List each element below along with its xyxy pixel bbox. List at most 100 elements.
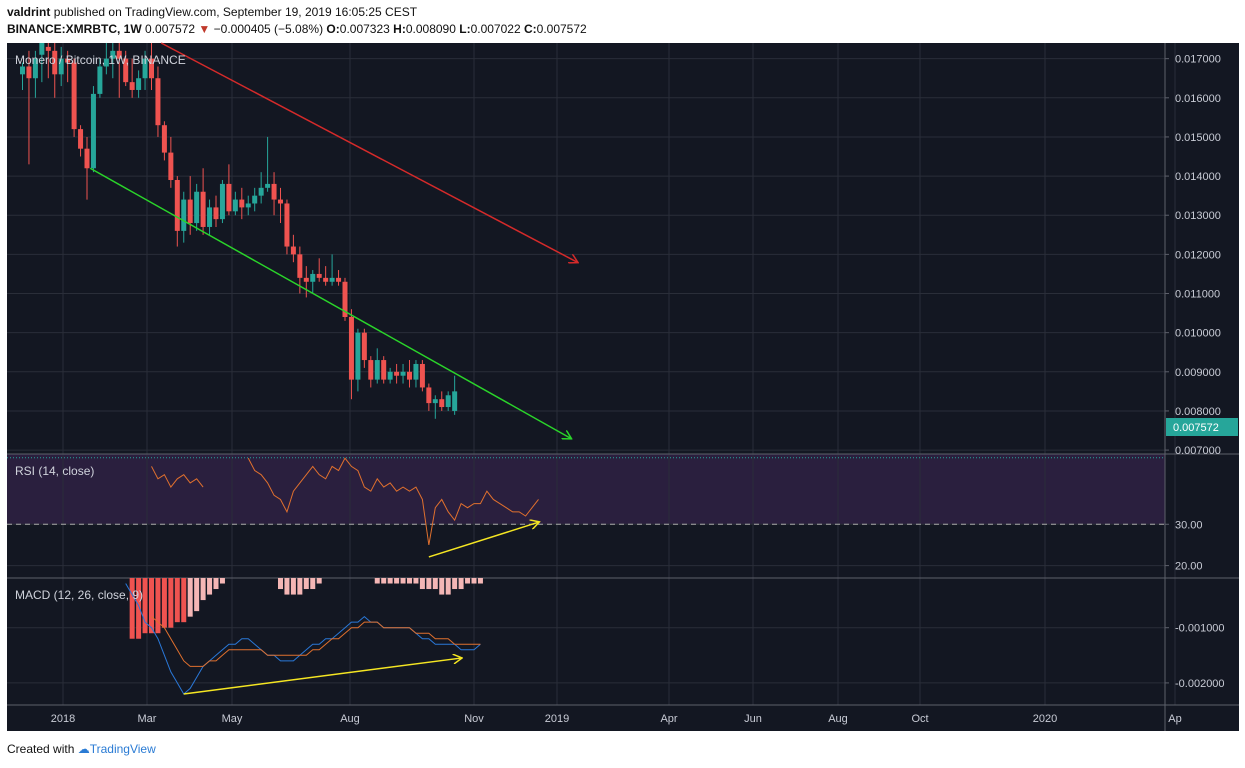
candle bbox=[207, 199, 213, 235]
macd-histogram-bar bbox=[168, 578, 174, 628]
candle bbox=[381, 356, 387, 384]
open-value: 0.007323 bbox=[339, 22, 390, 36]
candle bbox=[400, 363, 406, 384]
candle-body bbox=[207, 207, 213, 227]
candle-body bbox=[445, 395, 451, 408]
candle bbox=[26, 50, 32, 165]
low-value: 0.007022 bbox=[470, 22, 521, 36]
macd-divergence-line bbox=[183, 658, 461, 695]
macd-tick-label: -0.001000 bbox=[1175, 623, 1225, 635]
candle-body bbox=[26, 66, 32, 79]
last-value: 0.007572 bbox=[145, 22, 196, 36]
x-tick-label: 2020 bbox=[1033, 713, 1057, 725]
candles bbox=[20, 43, 458, 419]
macd-histogram-bar bbox=[181, 578, 187, 623]
candle-body bbox=[426, 387, 432, 404]
price-tick-label: 0.017000 bbox=[1175, 54, 1221, 66]
x-tick-label: Nov bbox=[464, 713, 484, 725]
candle bbox=[278, 187, 283, 224]
candle bbox=[149, 43, 154, 90]
macd-title: MACD (12, 26, close, 9) bbox=[15, 588, 143, 602]
candle bbox=[97, 58, 103, 98]
macd-histogram-bar bbox=[155, 578, 161, 634]
time-axis[interactable]: 2018 Mar May Aug Nov 2019 Apr Jun Aug Oct 2020 Ap bbox=[51, 713, 1182, 725]
main-title: Monero / Bitcoin, 1W, BINANCE bbox=[15, 53, 186, 67]
candle-body bbox=[419, 363, 425, 388]
x-tick-label: Aug bbox=[340, 713, 360, 725]
macd-histogram-bar bbox=[207, 578, 213, 595]
macd-histogram-bar bbox=[213, 578, 219, 590]
macd-histogram-bar bbox=[477, 578, 483, 584]
price-tick-label: 0.009000 bbox=[1175, 367, 1221, 379]
macd-histogram-bar bbox=[426, 578, 432, 590]
trend-lines bbox=[89, 42, 577, 438]
macd-histogram-bar bbox=[136, 578, 142, 639]
macd-histogram-bar bbox=[374, 578, 380, 584]
candle-body bbox=[219, 183, 225, 220]
macd-histogram-bar bbox=[394, 578, 400, 584]
candle-body bbox=[226, 183, 232, 212]
candle bbox=[258, 172, 264, 204]
macd-histogram-bar bbox=[129, 578, 135, 639]
price-axis[interactable]: 0.017000 0.016000 0.015000 0.014000 0.013000… bbox=[1165, 54, 1238, 690]
price-tick-label: 0.015000 bbox=[1175, 132, 1221, 144]
candle bbox=[323, 266, 329, 286]
candle-body bbox=[155, 78, 161, 126]
candle bbox=[445, 391, 451, 411]
candle-body bbox=[116, 50, 122, 59]
candle bbox=[136, 70, 142, 98]
candle-body bbox=[142, 58, 148, 79]
candle-body bbox=[232, 199, 238, 212]
candle bbox=[419, 360, 425, 392]
candle-body bbox=[45, 46, 51, 51]
author[interactable]: valdrint bbox=[7, 5, 51, 19]
candle-body bbox=[439, 399, 445, 408]
candle-body bbox=[348, 317, 354, 380]
change-value: −0.000405 (−5.08%) bbox=[213, 22, 324, 36]
macd-histogram-bar bbox=[445, 578, 451, 595]
candle bbox=[84, 136, 90, 200]
last-price-label: 0.007572 bbox=[1173, 422, 1219, 434]
candle bbox=[413, 360, 419, 388]
candle-body bbox=[200, 191, 206, 227]
candle-body bbox=[432, 399, 438, 404]
x-tick-label: Oct bbox=[911, 713, 928, 725]
down-arrow-icon: ▼ bbox=[198, 22, 211, 36]
candle bbox=[52, 43, 58, 98]
rsi-divergence-line bbox=[428, 522, 539, 558]
candle-body bbox=[355, 332, 361, 380]
candle bbox=[407, 360, 412, 388]
candle bbox=[226, 164, 232, 216]
price-tick-label: 0.011000 bbox=[1175, 289, 1220, 301]
candle-body bbox=[78, 129, 84, 149]
candle bbox=[168, 136, 174, 188]
open-label: O: bbox=[326, 22, 340, 36]
candle-body bbox=[194, 191, 200, 224]
candle-body bbox=[71, 62, 77, 130]
candle-body bbox=[97, 66, 103, 94]
candle bbox=[20, 62, 25, 90]
published-info: published on TradingView.com, September … bbox=[53, 5, 418, 19]
candle bbox=[452, 375, 458, 415]
candle-body bbox=[361, 332, 367, 361]
candle-body bbox=[90, 93, 96, 169]
candle bbox=[342, 277, 348, 321]
candle-body bbox=[368, 360, 374, 380]
close-label: C: bbox=[523, 22, 537, 36]
candle bbox=[103, 43, 109, 75]
candle bbox=[439, 391, 445, 411]
macd-histogram-bar bbox=[465, 578, 471, 584]
x-tick-label: Apr bbox=[660, 713, 677, 725]
price-tick-label: 0.007000 bbox=[1175, 445, 1221, 457]
x-tick-label: May bbox=[222, 713, 243, 725]
tradingview-brand[interactable]: TradingView bbox=[89, 742, 156, 756]
high-label: H: bbox=[393, 22, 406, 36]
candle-body bbox=[452, 391, 458, 411]
macd-histogram-bar bbox=[219, 578, 225, 584]
candle bbox=[290, 234, 296, 263]
candle-body bbox=[213, 207, 219, 220]
candle-body bbox=[174, 180, 180, 231]
x-tick-label: Mar bbox=[138, 713, 157, 725]
candle bbox=[361, 328, 367, 368]
